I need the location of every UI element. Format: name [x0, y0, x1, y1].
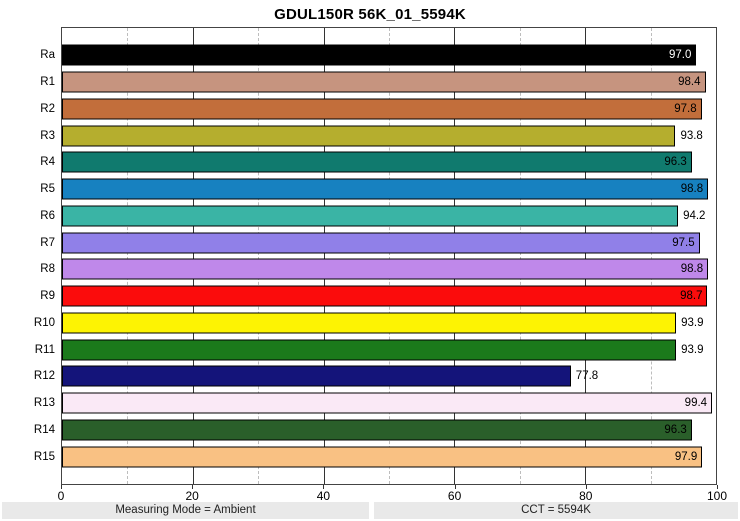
bar-row: R7 97.5 — [40, 229, 716, 256]
bar-category-label: R13 — [33, 397, 55, 410]
x-tick-mark — [717, 485, 718, 489]
bar-value-label: 93.9 — [681, 343, 704, 356]
x-tick-mark — [454, 485, 456, 489]
bar-row: R15 97.9 — [34, 443, 716, 470]
bar — [62, 205, 679, 227]
bar — [62, 339, 677, 361]
bar-category-label: R10 — [33, 316, 55, 329]
bar — [62, 44, 697, 66]
x-tick-label: 0 — [57, 489, 65, 503]
bar-row: R9 98.7 — [40, 283, 716, 310]
bar-value-label: 96.3 — [664, 156, 687, 169]
bar-value-label: 97.8 — [674, 102, 697, 115]
grid-line-minor — [127, 28, 129, 484]
chart-title: GDUL150R 56K_01_5594K — [274, 6, 466, 23]
bar-rows-container: Ra 97.0 R1 98.4 R2 97.8 R3 93.8 R4 96.3 R5 98.8 R6 94… — [34, 28, 716, 484]
grid-line-minor — [650, 28, 652, 484]
bar-row: R5 98.8 — [40, 176, 716, 203]
grid-line-major — [585, 28, 587, 484]
x-tick-mark — [323, 485, 325, 489]
x-tick-label: 100 — [706, 489, 728, 503]
bar-row: R2 97.8 — [40, 96, 716, 123]
bar-value-label: 99.4 — [684, 397, 708, 410]
bar-category-label: R5 — [40, 183, 55, 196]
plot-area: Ra 97.0 R1 98.4 R2 97.8 R3 93.8 R4 96.3 R5 98.8 R6 94… — [34, 27, 717, 485]
cct-badge: CCT = 5594K — [374, 502, 738, 519]
grid-line-minor — [519, 28, 521, 484]
bar-category-label: R12 — [33, 370, 55, 383]
bar-value-label: 77.8 — [575, 370, 599, 383]
bar-row: R3 93.8 — [40, 122, 716, 149]
bar-value-label: 97.9 — [674, 450, 698, 463]
bar-category-label: R3 — [40, 129, 55, 142]
bar-row: R6 94.2 — [40, 203, 716, 230]
bar-category-label: R1 — [40, 76, 55, 89]
bar — [62, 446, 703, 468]
bar-category-label: R15 — [33, 450, 55, 463]
x-tick-mark — [585, 485, 587, 489]
bar-value-label: 93.8 — [680, 129, 703, 142]
bar-row: R14 96.3 — [34, 417, 716, 444]
bar — [62, 178, 709, 200]
bar-category-label: R4 — [40, 156, 55, 169]
bar-value-label: 98.4 — [678, 76, 701, 89]
measuring-mode-badge: Measuring Mode = Ambient — [2, 502, 369, 519]
bar — [62, 365, 571, 387]
bar-row: R13 99.4 — [34, 390, 716, 417]
bar-category-label: R14 — [33, 423, 55, 436]
bar — [62, 71, 706, 93]
bar-row: R11 93.9 — [35, 336, 716, 363]
x-tick-label: 80 — [579, 489, 593, 503]
bar-value-label: 98.8 — [680, 263, 704, 276]
bar-category-label: R8 — [40, 263, 55, 276]
bar-row: R10 93.9 — [34, 310, 716, 337]
bar — [62, 98, 702, 120]
bar-category-label: R6 — [40, 209, 55, 222]
x-tick-label: 40 — [316, 489, 331, 503]
bar-value-label: 98.7 — [680, 290, 703, 303]
bar-row: R4 96.3 — [40, 149, 716, 176]
grid-line-minor — [258, 28, 260, 484]
x-tick-label: 20 — [185, 489, 199, 503]
bar — [62, 285, 708, 307]
grid-line-major — [192, 28, 194, 484]
bar — [62, 151, 692, 173]
bar-row: Ra 97.0 — [40, 42, 716, 69]
grid-line-major — [454, 28, 456, 484]
x-tick-label: 60 — [447, 489, 462, 503]
bar-category-label: Ra — [40, 49, 55, 62]
bar-category-label: R11 — [34, 343, 55, 356]
bar-row: R8 98.8 — [40, 256, 716, 283]
bar — [62, 392, 713, 414]
bar-value-label: 97.0 — [668, 49, 692, 62]
bar-row: R1 98.4 — [40, 69, 716, 96]
grid-line-minor — [389, 28, 390, 484]
bar — [62, 312, 677, 334]
x-axis: 0 20 40 60 80 100 — [57, 485, 727, 503]
bar-value-label: 97.5 — [672, 236, 695, 249]
x-tick-mark — [192, 485, 194, 489]
bar-value-label: 98.8 — [680, 183, 704, 196]
bar — [62, 258, 709, 280]
bar-value-label: 93.9 — [681, 316, 704, 329]
x-tick-mark — [61, 485, 62, 489]
bar-category-label: R2 — [40, 102, 55, 115]
bar-value-label: 94.2 — [683, 209, 706, 222]
bar — [62, 125, 676, 147]
bar-category-label: R7 — [40, 236, 55, 249]
bar — [62, 232, 700, 254]
gridlines-layer — [62, 28, 716, 484]
grid-line-major — [323, 28, 325, 484]
bar-category-label: R9 — [40, 290, 55, 303]
bar-value-label: 96.3 — [664, 423, 687, 436]
bar-row: R12 77.8 — [34, 363, 716, 390]
bar — [62, 419, 692, 441]
